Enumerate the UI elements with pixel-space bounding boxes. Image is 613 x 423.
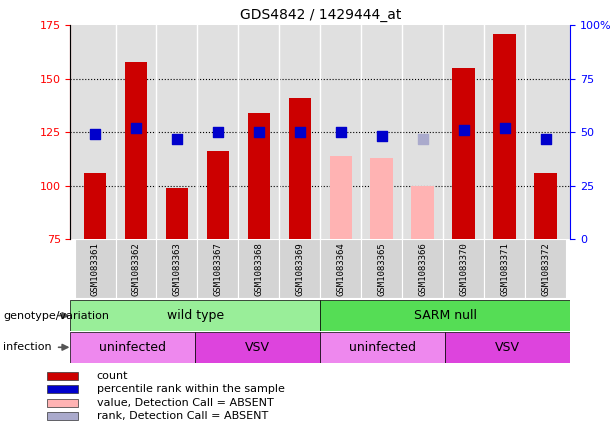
Text: uninfected: uninfected [99, 341, 167, 354]
Text: GSM1083368: GSM1083368 [254, 242, 264, 296]
Bar [493, 34, 516, 239]
Bar [47, 385, 78, 393]
Text: GSM1083371: GSM1083371 [500, 242, 509, 296]
Text: GSM1083369: GSM1083369 [295, 242, 304, 296]
Point [377, 133, 387, 140]
Text: GSM1083367: GSM1083367 [213, 242, 223, 296]
Bar [320, 332, 445, 363]
Bar [320, 300, 570, 331]
Text: rank, Detection Call = ABSENT: rank, Detection Call = ABSENT [97, 411, 268, 421]
Bar [207, 151, 229, 239]
Point [90, 131, 100, 138]
Point [254, 129, 264, 136]
Bar [197, 239, 238, 298]
Point [418, 135, 428, 142]
Bar [484, 239, 525, 298]
Text: GSM1083365: GSM1083365 [377, 242, 386, 296]
Bar [70, 332, 196, 363]
Text: infection: infection [3, 342, 51, 352]
Bar [361, 239, 402, 298]
Title: GDS4842 / 1429444_at: GDS4842 / 1429444_at [240, 8, 401, 22]
Text: percentile rank within the sample: percentile rank within the sample [97, 385, 284, 394]
Text: VSV: VSV [245, 341, 270, 354]
Bar [70, 300, 320, 331]
Text: GSM1083366: GSM1083366 [418, 242, 427, 296]
Bar [248, 113, 270, 239]
Text: count: count [97, 371, 128, 381]
Point [500, 124, 509, 131]
Bar [196, 332, 320, 363]
Bar [370, 158, 393, 239]
Bar [125, 62, 147, 239]
Bar [289, 98, 311, 239]
Bar [445, 332, 570, 363]
Point [131, 124, 141, 131]
Bar [47, 398, 78, 407]
Bar [47, 372, 78, 380]
Text: wild type: wild type [167, 309, 224, 322]
Bar [411, 186, 434, 239]
Point [541, 135, 550, 142]
Bar [330, 156, 352, 239]
Bar [47, 412, 78, 420]
Bar [166, 188, 188, 239]
Bar [115, 239, 156, 298]
Bar [402, 239, 443, 298]
Text: GSM1083363: GSM1083363 [172, 242, 181, 296]
Text: GSM1083361: GSM1083361 [91, 242, 99, 296]
Bar [75, 239, 115, 298]
Point [336, 129, 346, 136]
Text: uninfected: uninfected [349, 341, 416, 354]
Bar [525, 239, 566, 298]
Point [459, 126, 468, 133]
Bar [156, 239, 197, 298]
Bar [535, 173, 557, 239]
Bar [320, 239, 361, 298]
Bar [238, 239, 280, 298]
Bar [84, 173, 106, 239]
Text: SARM null: SARM null [414, 309, 477, 322]
Bar [443, 239, 484, 298]
Bar [280, 239, 320, 298]
Text: GSM1083362: GSM1083362 [132, 242, 140, 296]
Text: GSM1083372: GSM1083372 [541, 242, 550, 296]
Text: VSV: VSV [495, 341, 520, 354]
Point [172, 135, 182, 142]
Text: genotype/variation: genotype/variation [3, 310, 109, 321]
Text: GSM1083364: GSM1083364 [337, 242, 345, 296]
Text: GSM1083370: GSM1083370 [459, 242, 468, 296]
Bar [452, 68, 475, 239]
Point [295, 129, 305, 136]
Text: value, Detection Call = ABSENT: value, Detection Call = ABSENT [97, 398, 273, 408]
Point [213, 129, 223, 136]
